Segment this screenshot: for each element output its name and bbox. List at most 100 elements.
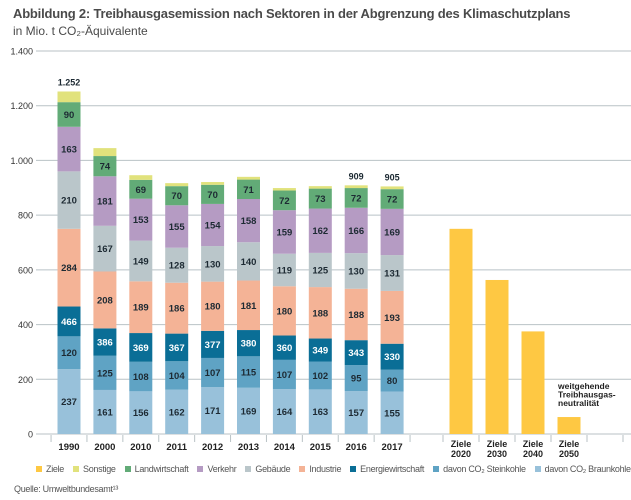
bar-segment-label: 171 [205, 406, 222, 417]
bar-segment-label: 69 [136, 185, 147, 196]
bar-segment-label: 380 [241, 339, 257, 350]
bar-segment-steinkohle [272, 359, 296, 390]
bar-segment-sonstige [308, 186, 332, 189]
legend-swatch [534, 466, 541, 472]
bar-segment-energiewirtschaft [93, 328, 117, 356]
bar-segment-industrie [165, 282, 189, 334]
bar-segment-braunkohle [344, 391, 368, 434]
bar-segment-landwirtschaft [237, 179, 260, 200]
y-tick-label: 1.200 [10, 101, 33, 111]
bar-segment-gebude [237, 242, 260, 281]
bar-segment-label: 369 [133, 343, 149, 354]
x-tick-label: 2014 [274, 442, 296, 453]
y-tick-label: 1.400 [10, 47, 33, 57]
bar-segment-label: 128 [169, 261, 185, 272]
bar-segment-verkehr [129, 198, 153, 241]
bar-segment-energiewirtschaft [380, 343, 404, 370]
bar-segment-label: 74 [100, 162, 111, 173]
bar-segment-energiewirtschaft [272, 335, 296, 360]
bar-segment-landwirtschaft [201, 184, 225, 204]
legend-swatch [433, 466, 440, 472]
bar-segment-label: 163 [312, 407, 328, 418]
bar-segment-label: 119 [277, 265, 292, 276]
bar-segment-label: 73 [315, 194, 326, 205]
bar-segment-label: 181 [97, 197, 114, 208]
bar-segment-label: 125 [97, 368, 114, 379]
bar-segment-label: 155 [169, 222, 186, 233]
legend-item: davon CO₂ Steinkohle [433, 464, 526, 474]
bar-segment-gebude [380, 255, 404, 291]
bar-segment-label: 188 [348, 310, 364, 321]
bar-segment-steinkohle [57, 336, 81, 370]
bar-segment-landwirtschaft [165, 186, 189, 206]
x-tick-label: 2013 [238, 442, 259, 453]
legend-item: Energiewirtschaft [350, 464, 424, 474]
bar-segment-gebude [57, 171, 81, 229]
x-tick-label: Ziele [523, 439, 544, 449]
bar-segment-steinkohle [237, 356, 260, 388]
bar-segment-steinkohle [308, 361, 332, 390]
bar-segment-label: 159 [276, 227, 292, 238]
bar-segment-label: 154 [205, 220, 222, 231]
bar-segment-verkehr [380, 208, 404, 256]
bar-segment-sonstige [93, 148, 117, 157]
legend-label: Landwirtschaft [134, 464, 189, 474]
bar-segment-sonstige [272, 188, 296, 191]
bar-segment-label: 330 [384, 352, 400, 363]
x-tick-label: 2030 [487, 449, 507, 459]
target-annotation: neutralität [558, 398, 599, 408]
bar-segment-label: 166 [348, 226, 364, 237]
bar-segment-gebude [165, 247, 189, 283]
bar-segment-label: 188 [312, 308, 328, 319]
legend-swatch [73, 466, 80, 472]
chart-subtitle: in Mio. t CO₂-Äquivalente [13, 24, 148, 38]
bar-segment-label: 367 [169, 343, 185, 354]
source-note: Quelle: Umweltbundesamt¹³ [14, 484, 119, 494]
bar-total-label: 909 [349, 171, 364, 181]
bar-segment-industrie [237, 280, 260, 331]
bar-segment-braunkohle [308, 389, 332, 434]
bar-segment-verkehr [237, 199, 260, 243]
bar-segment-label: 90 [64, 110, 75, 121]
bar-segment-energiewirtschaft [237, 330, 260, 357]
bar-segment-label: 131 [384, 269, 401, 280]
bar-segment-label: 343 [348, 348, 364, 359]
bar-segment-label: 237 [61, 397, 77, 408]
bar-segment-label: 167 [97, 244, 113, 255]
legend-label: Sonstige [83, 464, 116, 474]
bar-segment-label: 140 [241, 257, 257, 268]
bar-segment-industrie [308, 287, 332, 339]
chart-legend: Ziele Sonstige Landwirtschaft Verkehr Gebäud… [36, 464, 631, 474]
legend-swatch [299, 466, 306, 472]
bar-segment-industrie [380, 290, 404, 344]
bar-segment-landwirtschaft [344, 188, 368, 208]
bar-segment-energiewirtschaft [308, 338, 332, 362]
bar-segment-steinkohle [201, 357, 225, 388]
legend-item: Landwirtschaft [124, 464, 189, 474]
y-tick-label: 400 [18, 320, 33, 330]
x-tick-label: 1990 [58, 442, 79, 453]
target-bar [521, 331, 545, 434]
bar-segment-label: 162 [169, 407, 185, 418]
legend-swatch [197, 466, 204, 472]
bar-segment-energiewirtschaft [344, 340, 368, 366]
bar-segment-verkehr [308, 208, 332, 253]
bar-segment-industrie [201, 281, 225, 331]
bar-segment-gebude [272, 253, 296, 287]
bar-segment-steinkohle [165, 361, 189, 390]
target-bar [485, 279, 509, 434]
bar-segment-label: 189 [133, 303, 149, 314]
bar-segment-label: 186 [169, 304, 185, 315]
bar-segment-sonstige [57, 91, 81, 103]
bar-segment-steinkohle [380, 369, 404, 392]
bar-segment-label: 161 [97, 407, 114, 418]
bar-segment-gebude [129, 240, 153, 282]
legend-item: Industrie [299, 464, 341, 474]
y-tick-label: 200 [18, 375, 33, 385]
bar-segment-braunkohle [272, 389, 296, 434]
bar-segment-label: 360 [276, 343, 292, 354]
legend-label: davon CO₂ Steinkohle [443, 464, 526, 474]
legend-item: Ziele [36, 464, 64, 474]
bar-segment-label: 102 [312, 371, 328, 382]
